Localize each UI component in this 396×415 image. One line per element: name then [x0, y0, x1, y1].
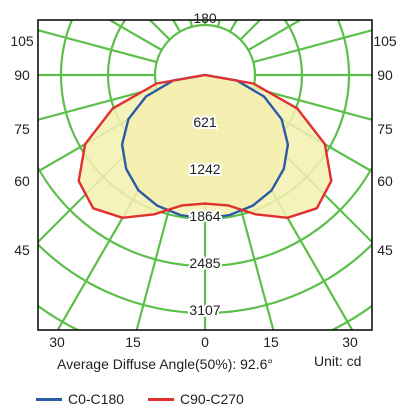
axis-labels: 621 1242 1864 2485 3107 180 105 90 75 60 45 105 90 75… [10, 10, 396, 350]
angle-label-bottom: 30 [49, 334, 65, 350]
angle-label-right: 60 [377, 173, 393, 189]
angle-label-bottom: 0 [201, 334, 209, 350]
angle-label-bottom: 15 [125, 334, 141, 350]
legend-item-c90: C90-C270 [148, 391, 244, 407]
grid-spoke [247, 20, 303, 51]
radial-tick-label: 1864 [189, 208, 220, 224]
radial-tick-label: 2485 [189, 255, 220, 271]
grid-spoke [253, 29, 372, 64]
angle-label-left: 45 [14, 242, 30, 258]
angle-label-left: 75 [14, 121, 30, 137]
legend-label-c90: C90-C270 [180, 391, 244, 407]
legend-item-c0: C0-C180 [36, 391, 124, 407]
angle-label-right: 90 [377, 67, 393, 83]
legend-swatch-c0 [36, 397, 62, 401]
grid-spoke [107, 20, 163, 51]
series-curve-c90-c270 [77, 73, 333, 219]
grid-spoke [253, 86, 372, 121]
caption-degree: ° [267, 356, 273, 372]
radial-tick-label: 1242 [189, 161, 220, 177]
intensity-curves [77, 73, 333, 220]
angle-label-bottom: 30 [342, 334, 358, 350]
radial-tick-label: 621 [193, 114, 217, 130]
angle-label-left: 90 [14, 67, 30, 83]
angle-label-right: 105 [373, 33, 396, 49]
series-curve-c0-c180 [120, 73, 290, 220]
unit-label: Unit: cd [314, 353, 362, 369]
angle-label-right: 45 [377, 242, 393, 258]
legend: C0-C180 C90-C270 [36, 391, 268, 407]
intensity-fill [122, 75, 288, 219]
legend-label-c0: C0-C180 [68, 391, 125, 407]
angle-label-right: 75 [377, 121, 393, 137]
diffuse-angle-caption: Average Diffuse Angle(50%): 92.6° [0, 356, 330, 372]
angle-label-top: 180 [193, 10, 217, 26]
grid-spoke [38, 29, 157, 64]
angle-label-left: 105 [10, 33, 34, 49]
legend-swatch-c90 [148, 397, 175, 401]
radial-tick-label: 3107 [189, 302, 220, 318]
polar-chart: 621 1242 1864 2485 3107 180 105 90 75 60 45 105 90 75… [10, 10, 396, 350]
plot-frame [37, 19, 373, 331]
caption-text: Average Diffuse Angle(50%): 92.6 [56, 356, 268, 372]
angle-label-left: 60 [14, 173, 30, 189]
angle-label-bottom: 15 [263, 334, 279, 350]
grid-spoke [38, 86, 157, 121]
